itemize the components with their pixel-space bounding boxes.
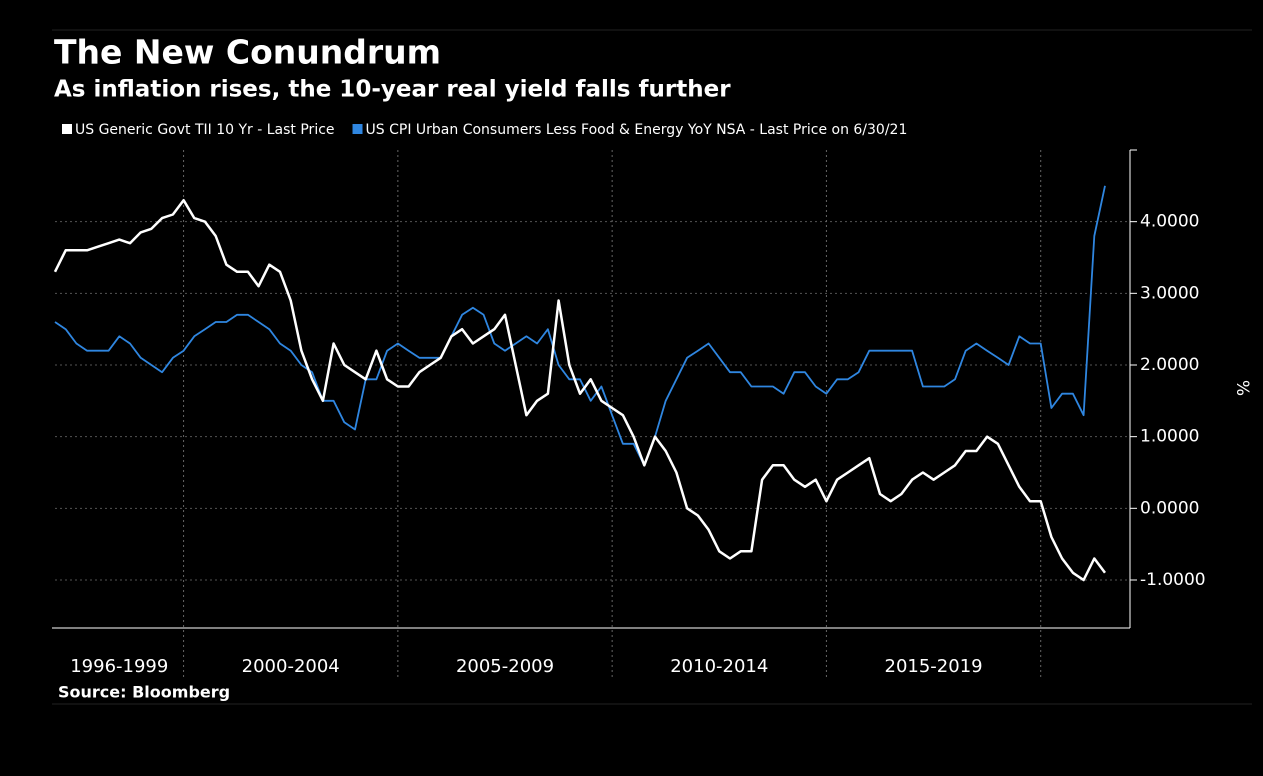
y-axis-label: %: [1232, 380, 1252, 396]
chart-subtitle: As inflation rises, the 10-year real yie…: [54, 77, 731, 103]
y-tick-label: -1.0000: [1140, 570, 1206, 590]
series-line: [54, 185, 1106, 467]
y-tick-label: 0.0000: [1140, 498, 1199, 518]
legend-swatch: [62, 124, 72, 134]
x-period-label: 1996-1999: [70, 656, 168, 677]
y-tick-label: 4.0000: [1140, 212, 1199, 232]
legend-swatch: [352, 124, 363, 134]
chart-title: The New Conundrum: [54, 33, 441, 72]
x-period-label: 2015-2019: [885, 656, 983, 677]
y-tick-label: 1.0000: [1140, 427, 1199, 447]
x-period-label: 2000-2004: [242, 656, 340, 677]
source: Source: Bloomberg: [58, 683, 230, 702]
legend-label: US CPI Urban Consumers Less Food & Energ…: [366, 122, 908, 138]
y-tick-label: 3.0000: [1140, 283, 1199, 303]
series-line: [53, 198, 1107, 582]
x-period-label: 2005-2009: [456, 656, 554, 677]
legend-label: US Generic Govt TII 10 Yr - Last Price: [75, 122, 335, 138]
x-period-label: 2010-2014: [670, 656, 768, 677]
y-tick-label: 2.0000: [1140, 355, 1199, 375]
